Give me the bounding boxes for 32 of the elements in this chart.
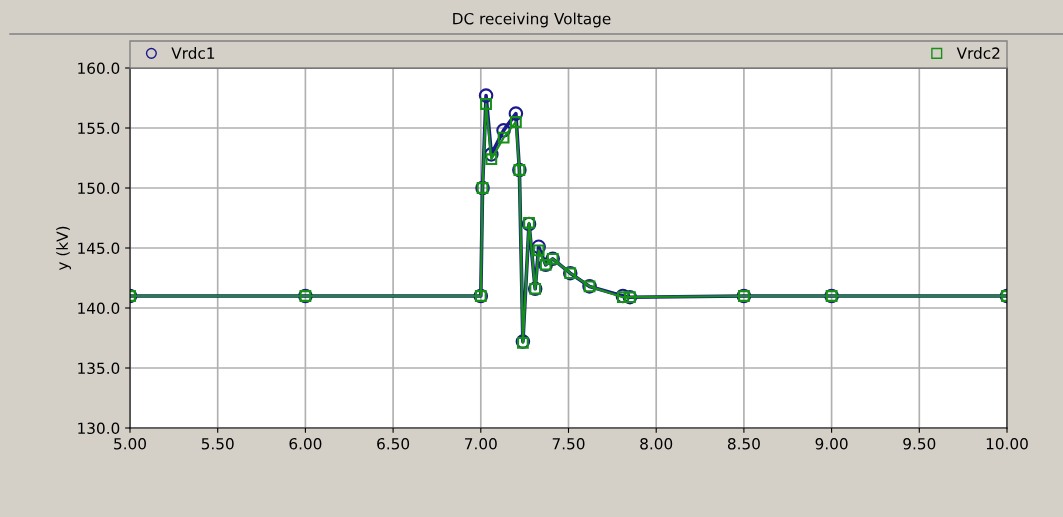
x-tick-label: 9.00 — [815, 437, 848, 450]
y-tick-label: 155.0 — [78, 122, 120, 135]
x-tick-label: 5.00 — [114, 437, 146, 450]
point — [509, 116, 522, 128]
y-axis-title: y (kV) — [56, 226, 71, 271]
y-tick-label: 150.0 — [78, 182, 120, 195]
point — [480, 98, 492, 110]
x-tick-label: 10.00 — [986, 437, 1028, 450]
legend-label: Vrdc2 — [956, 47, 1000, 59]
point — [478, 88, 494, 103]
x-tick-label: 8.50 — [727, 437, 760, 450]
y-tick-label: 140.0 — [78, 302, 120, 315]
y-tick-label: 160.0 — [78, 62, 120, 75]
y-tick-label: 135.0 — [78, 362, 120, 375]
legend-label: Vrdc1 — [171, 47, 215, 59]
x-tick-label: 7.50 — [552, 437, 585, 450]
point — [496, 123, 511, 138]
x-tick-label: 6.00 — [289, 437, 322, 450]
x-tick-label: 6.50 — [377, 437, 410, 450]
point — [497, 131, 510, 144]
x-tick-label: 7.00 — [465, 437, 497, 450]
y-tick-label: 145.0 — [78, 242, 120, 255]
x-tick-label: 5.50 — [201, 437, 234, 450]
y-tick-label: 130.0 — [78, 422, 120, 435]
point — [484, 147, 499, 162]
chart-title: DC receiving Voltage — [453, 12, 611, 28]
x-tick-label: 9.50 — [903, 437, 936, 450]
point — [508, 106, 524, 121]
point — [532, 244, 545, 257]
point — [531, 239, 546, 255]
x-tick-label: 8.00 — [640, 437, 673, 450]
point — [485, 153, 498, 166]
